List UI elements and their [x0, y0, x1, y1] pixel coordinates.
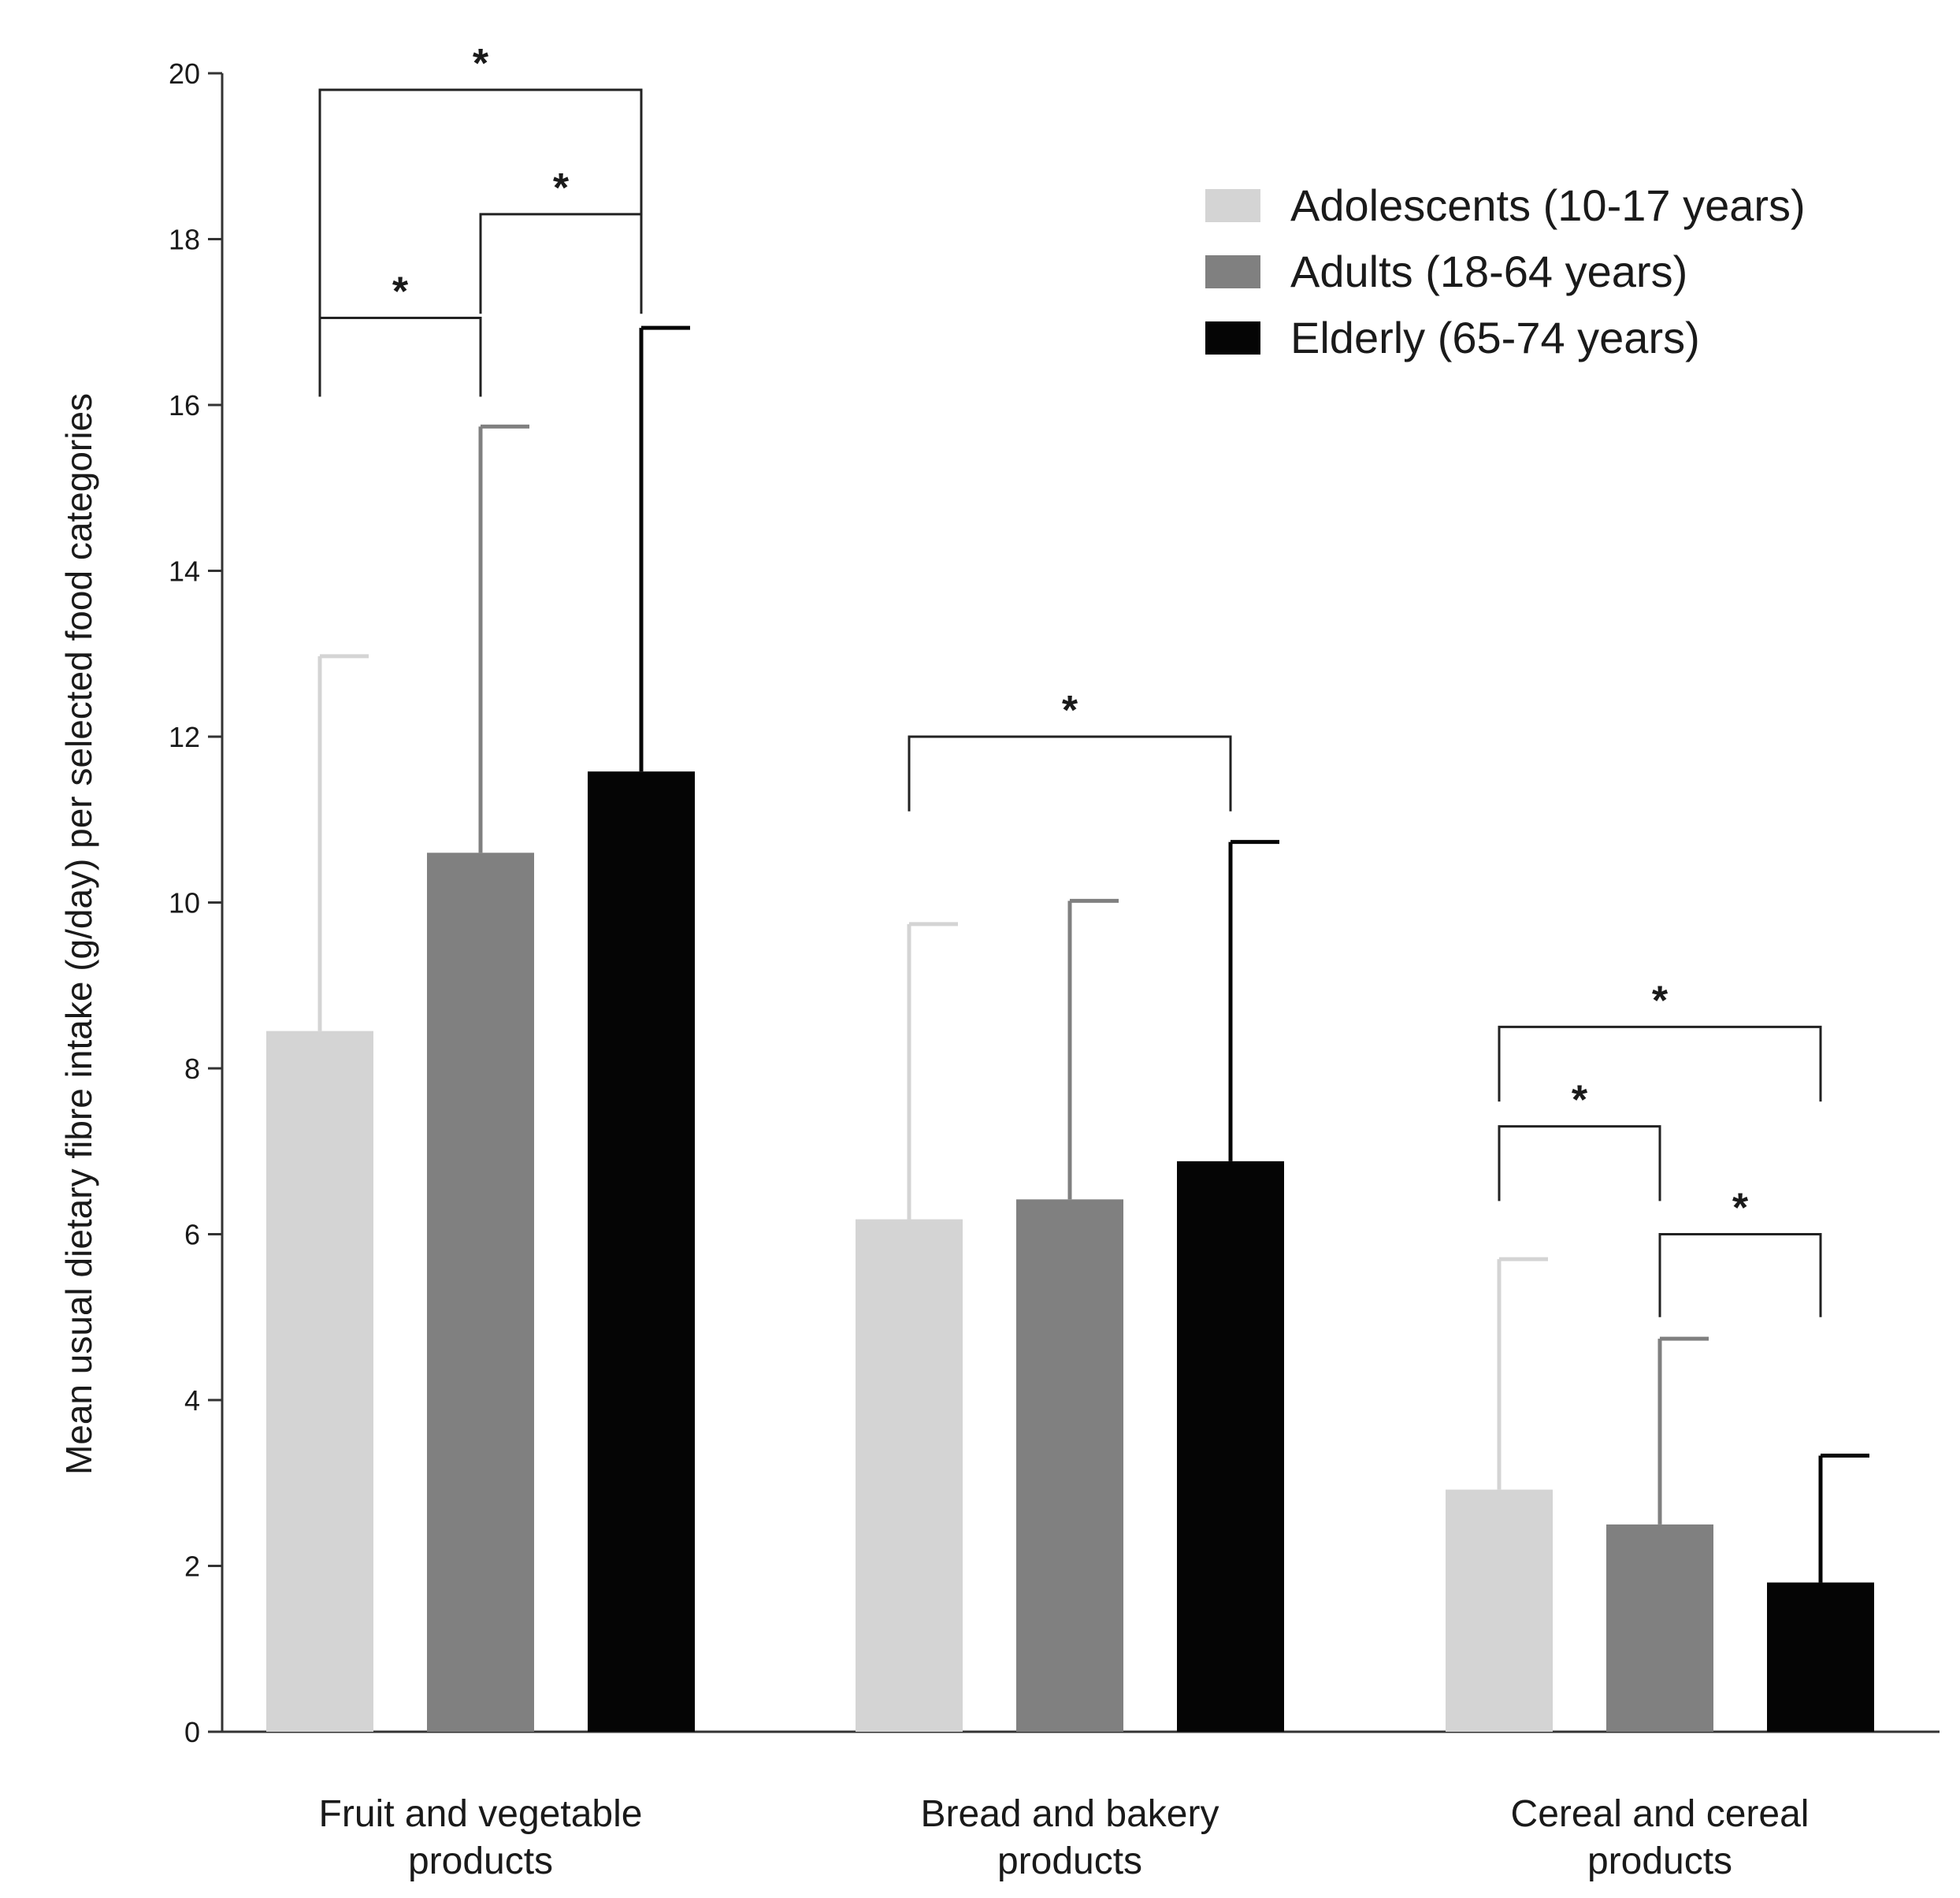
y-tick-label: 14 [169, 555, 200, 588]
bar [1177, 1161, 1284, 1732]
significance-bracket [1498, 1025, 1822, 1102]
significance-star: * [473, 41, 489, 87]
significance-star: * [1732, 1186, 1749, 1231]
significance-star: * [1572, 1078, 1588, 1124]
legend-swatch [1205, 321, 1260, 355]
significance-bracket [479, 213, 643, 314]
x-category-label: Cereal and cereal [1511, 1793, 1810, 1835]
legend-label: Adolescents (10-17 years) [1290, 180, 1806, 230]
legend-label: Elderly (65-74 years) [1290, 313, 1700, 362]
legend: Adolescents (10-17 years) Adults (18-64 y… [1205, 180, 1806, 362]
y-tick-label: 8 [184, 1053, 200, 1085]
x-category-label: Bread and bakery [921, 1793, 1219, 1835]
y-tick-label: 2 [184, 1551, 200, 1583]
y-tick-label: 0 [184, 1716, 200, 1748]
significance-star: * [553, 165, 570, 211]
significance-bracket [908, 735, 1232, 812]
y-tick-label: 12 [169, 721, 200, 753]
legend-swatch [1205, 189, 1260, 222]
bar [266, 1031, 373, 1732]
bar [1446, 1489, 1553, 1732]
legend-label: Adults (18-64 years) [1290, 247, 1687, 296]
significance-star: * [1652, 978, 1669, 1023]
error-bars [317, 325, 1869, 1583]
bar [856, 1219, 963, 1732]
legend-swatch [1205, 255, 1260, 288]
significance-star: * [392, 269, 409, 314]
significance-bracket [318, 88, 643, 355]
significance-bracket [1658, 1233, 1822, 1317]
x-category-label: products [1587, 1840, 1732, 1882]
bar [427, 852, 534, 1732]
x-category-label: products [408, 1840, 553, 1882]
bar [1767, 1582, 1874, 1732]
significance-bracket [318, 316, 482, 397]
significance-bracket [1498, 1125, 1661, 1202]
y-tick-label: 10 [169, 887, 200, 919]
x-category-label: Fruit and vegetable [319, 1793, 643, 1835]
y-tick-label: 6 [184, 1219, 200, 1251]
y-tick-label: 18 [169, 224, 200, 256]
bars [266, 771, 1874, 1732]
axes: 0 2 4 6 8 10 12 14 16 18 20 Fruit and vegetable prod… [169, 58, 1940, 1882]
y-tick-label: 20 [169, 58, 200, 90]
y-tick-label: 4 [184, 1384, 200, 1417]
y-tick-label: 16 [169, 389, 200, 422]
bar [1606, 1524, 1713, 1732]
y-axis-label: Mean usual dietary fibre intake (g/day) … [58, 393, 99, 1475]
significance-star: * [1062, 688, 1078, 734]
bar [1016, 1199, 1123, 1732]
significance-brackets: * * * * * * * [318, 41, 1822, 1317]
x-category-label: products [997, 1840, 1142, 1882]
bar [588, 771, 695, 1732]
